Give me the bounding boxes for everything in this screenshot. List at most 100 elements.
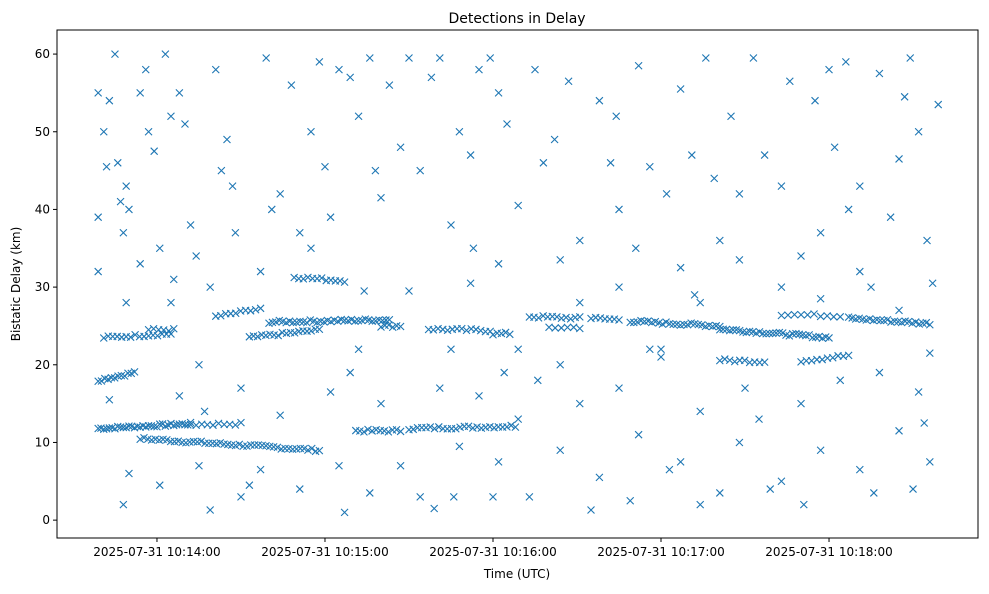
data-point-marker [231,228,240,237]
data-point-marker [606,158,615,167]
y-tick-label: 10 [35,435,50,449]
data-point-marker [895,155,903,163]
data-point-marker [475,391,483,400]
data-point-marker [494,89,503,97]
data-point-marker [181,120,189,128]
data-point-marker [575,236,584,245]
data-point-marker [195,360,203,369]
data-point-marker [161,50,170,58]
data-point-marker [587,506,595,514]
data-point-marker [575,298,584,307]
data-point-marker [169,324,178,333]
data-point-marker [775,328,784,337]
data-point-marker [735,438,744,447]
data-point-marker [429,326,438,334]
data-point-marker [131,330,140,339]
data-point-marker [758,329,767,338]
data-point-marker [472,325,480,334]
data-point-marker [211,65,220,74]
data-point-marker [844,351,853,360]
data-point-marker [150,147,159,156]
data-point-marker [231,309,240,318]
data-point-marker [925,457,934,466]
data-point-marker [167,298,175,307]
data-point-marker [209,421,217,430]
data-point-marker [795,330,804,339]
data-point-marker [153,331,162,340]
data-point-marker [251,305,260,314]
data-point-marker [405,54,413,62]
data-point-marker [235,440,244,449]
data-point-marker [836,312,845,321]
x-tick-label: 2025-07-31 10:14:00 [93,545,220,559]
data-point-marker [162,436,171,444]
data-point-marker [665,465,674,474]
data-point-marker [426,423,435,431]
data-point-marker [612,112,621,121]
data-point-marker [662,190,671,198]
data-point-marker [825,334,833,342]
data-point-marker [514,345,523,354]
data-point-marker [99,334,108,342]
data-point-marker [307,127,315,136]
data-point-marker [489,330,497,339]
data-point-marker [658,320,667,328]
data-point-marker [365,489,374,497]
data-point-marker [755,415,763,424]
data-point-marker [562,313,570,322]
data-point-marker [615,205,623,214]
data-point-marker [909,485,917,493]
data-point-marker [811,333,820,341]
data-point-marker [231,421,240,429]
data-point-marker [315,325,324,334]
data-point-marker [476,326,485,335]
data-point-marker [155,481,164,490]
data-point-marker [317,274,326,282]
data-point-marker [645,345,654,354]
data-point-marker [569,323,578,332]
data-point-marker [114,372,122,381]
data-point-marker [762,329,771,338]
data-point-marker [777,477,786,486]
data-point-marker [534,313,543,322]
data-point-marker [107,373,116,382]
data-point-marker [206,283,215,291]
data-point-marker [876,316,885,325]
data-point-marker [167,112,175,121]
data-point-marker [556,446,565,455]
data-point-marker [315,57,324,66]
data-point-marker [745,327,754,336]
data-point-marker [111,50,119,58]
data-point-marker [295,485,304,493]
data-point-marker [830,143,839,152]
x-tick-label: 2025-07-31 10:18:00 [765,545,892,559]
data-point-marker [296,444,305,453]
data-point-marker [928,279,937,288]
data-point-marker [730,357,739,366]
data-point-marker [315,446,324,455]
data-point-marker [772,329,780,337]
data-point-marker [119,228,128,237]
data-point-marker [457,324,466,333]
data-point-marker [113,158,122,167]
data-point-marker [136,89,145,97]
data-point-marker [564,77,573,86]
data-point-marker [155,420,164,429]
data-point-marker [539,158,548,167]
data-point-marker [144,127,153,136]
data-point-marker [307,244,315,253]
data-point-marker [645,162,654,171]
data-point-marker [914,127,923,136]
data-point-marker [777,283,786,291]
data-point-marker [867,283,875,291]
data-point-marker [295,228,304,237]
data-point-marker [276,190,285,198]
data-point-marker [739,328,747,336]
y-axis-label: Bistatic Delay (km) [9,227,23,342]
data-point-marker [200,407,209,416]
data-point-marker [494,259,503,268]
data-point-marker [486,54,495,62]
data-point-marker [551,324,560,332]
data-point-marker [256,267,265,276]
data-point-marker [435,54,444,62]
